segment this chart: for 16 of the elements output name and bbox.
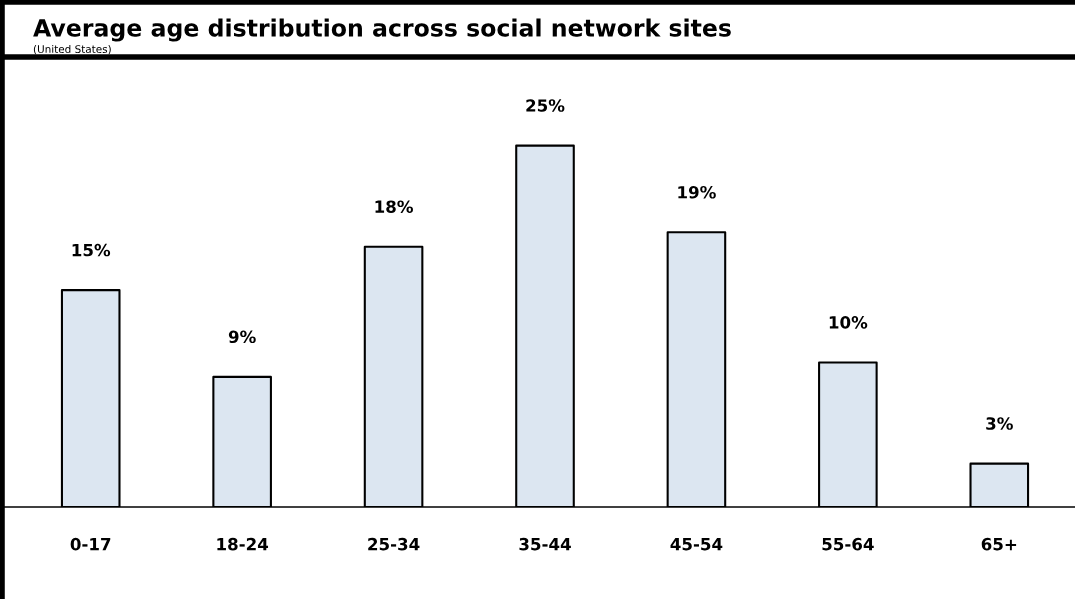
x-tick-label: 35-44 (519, 537, 571, 551)
data-label: 9% (228, 330, 256, 344)
data-label: 19% (678, 185, 716, 199)
x-tick-label: 18-24 (217, 537, 269, 551)
data-label: 25% (526, 99, 565, 112)
x-tick-label: 55-64 (822, 537, 874, 551)
data-label: 3% (986, 417, 1013, 430)
chart-subtitle: (United States) (33, 44, 111, 55)
x-tick-label: 25-34 (368, 537, 420, 551)
data-label: 18% (375, 200, 413, 213)
x-tick-label: 45-54 (670, 538, 723, 551)
data-label: 10% (829, 316, 868, 329)
x-tick-label: 0-17 (70, 537, 111, 551)
chart-title: Average age distribution across social network sites (33, 18, 731, 42)
x-tick-label: 65+ (981, 537, 1017, 551)
data-label: 15% (72, 243, 111, 257)
